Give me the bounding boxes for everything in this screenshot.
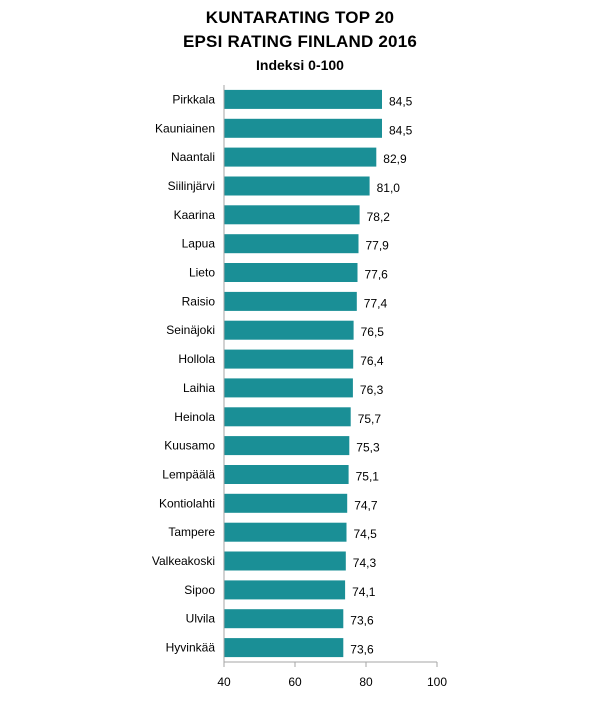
value-label: 82,9	[383, 152, 407, 166]
x-tick-label: 80	[359, 675, 373, 689]
category-label: Naantali	[171, 150, 215, 164]
bar	[224, 609, 344, 629]
bar	[224, 493, 348, 513]
category-label: Raisio	[182, 294, 216, 308]
bar	[224, 291, 357, 311]
value-label: 81,0	[377, 181, 401, 195]
bar	[224, 551, 346, 571]
category-label: Siilinjärvi	[168, 179, 215, 193]
category-label: Lieto	[189, 266, 215, 280]
category-label: Hollola	[178, 352, 215, 366]
value-label: 75,3	[356, 441, 380, 455]
value-label: 74,7	[354, 498, 378, 512]
value-label: 73,6	[350, 643, 374, 657]
value-label: 78,2	[367, 210, 391, 224]
category-label: Kontiolahti	[159, 496, 215, 510]
bar	[224, 407, 351, 427]
bar	[224, 147, 377, 167]
value-label: 74,1	[352, 585, 376, 599]
category-label: Kauniainen	[155, 121, 215, 135]
x-tick-label: 40	[217, 675, 231, 689]
bar	[224, 436, 350, 456]
chart-title-line-2: EPSI RATING FINLAND 2016	[182, 32, 418, 51]
chart-title-line-1: KUNTARATING TOP 20	[205, 8, 395, 27]
bar	[224, 580, 346, 600]
value-label: 74,5	[354, 527, 378, 541]
category-label: Hyvinkää	[166, 641, 216, 655]
category-label: Sipoo	[184, 583, 215, 597]
bar	[224, 465, 349, 484]
value-label: 75,7	[358, 412, 382, 426]
category-label: Valkeakoski	[152, 554, 215, 568]
chart-subtitle: Indeksi 0-100	[256, 57, 344, 73]
category-label: Heinola	[174, 410, 215, 424]
value-label: 77,6	[365, 268, 389, 282]
value-label: 77,9	[366, 239, 390, 253]
bar	[224, 349, 354, 369]
value-label: 76,4	[360, 354, 384, 368]
value-label: 84,5	[389, 94, 413, 108]
category-label: Laihia	[183, 381, 215, 395]
value-label: 84,5	[389, 123, 413, 137]
category-label: Ulvila	[186, 612, 216, 626]
value-label: 76,5	[361, 325, 385, 339]
category-label: Kaarina	[174, 208, 216, 222]
category-label: Pirkkala	[172, 92, 215, 106]
value-label: 75,1	[356, 470, 380, 484]
x-tick-label: 60	[288, 675, 302, 689]
bar	[224, 118, 382, 138]
bar	[224, 205, 360, 225]
value-label: 74,3	[353, 556, 377, 570]
bar	[224, 638, 344, 658]
category-label: Seinäjoki	[166, 323, 215, 337]
value-label: 77,4	[364, 296, 388, 310]
value-label: 76,3	[360, 383, 384, 397]
value-label: 73,6	[350, 614, 374, 628]
x-tick-label: 100	[427, 675, 447, 689]
category-label: Kuusamo	[164, 439, 215, 453]
bar	[224, 522, 347, 542]
bar	[224, 234, 359, 254]
bar	[224, 320, 354, 340]
category-label: Lempäälä	[162, 468, 215, 482]
bar	[224, 263, 358, 282]
bar	[224, 176, 370, 196]
category-label: Tampere	[168, 525, 215, 539]
bar	[224, 89, 382, 109]
category-label: Lapua	[182, 237, 216, 251]
chart-title-block: KUNTARATING TOP 20 EPSI RATING FINLAND 2…	[0, 6, 600, 76]
bar	[224, 378, 353, 398]
